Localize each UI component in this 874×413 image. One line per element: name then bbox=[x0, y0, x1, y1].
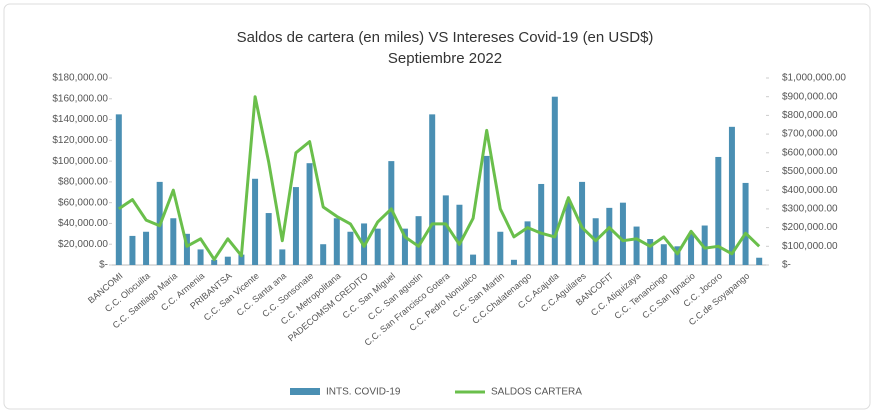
y-tick-label: $20,000.00 bbox=[58, 239, 108, 250]
bar bbox=[415, 216, 422, 265]
y-tick-label: $- bbox=[99, 260, 108, 271]
bar bbox=[701, 225, 708, 265]
y-tick-label: $120,000.00 bbox=[52, 135, 108, 146]
y2-tick-label: $200,000.00 bbox=[782, 222, 838, 233]
chart-frame bbox=[3, 3, 871, 410]
chart-title: Saldos de cartera (en miles) VS Interese… bbox=[237, 29, 654, 46]
bar bbox=[606, 207, 613, 265]
bar bbox=[647, 239, 654, 265]
bar bbox=[442, 195, 449, 265]
bar bbox=[388, 161, 395, 265]
bar bbox=[170, 218, 177, 265]
bar bbox=[483, 155, 490, 265]
y2-tick-label: $1,000,000.00 bbox=[782, 73, 846, 84]
y2-tick-label: $800,000.00 bbox=[782, 110, 838, 121]
y2-tick-label: $100,000.00 bbox=[782, 241, 838, 252]
legend-label: INTS. COVID-19 bbox=[326, 387, 401, 398]
bar bbox=[742, 182, 749, 265]
bar bbox=[688, 233, 695, 265]
bar bbox=[565, 200, 572, 265]
bar bbox=[197, 249, 204, 265]
bar bbox=[633, 226, 640, 265]
legend-label: SALDOS CARTERA bbox=[491, 387, 582, 398]
bar bbox=[143, 231, 150, 265]
y2-tick-label: $500,000.00 bbox=[782, 166, 838, 177]
legend-swatch bbox=[290, 388, 320, 395]
bar bbox=[238, 254, 245, 265]
bar bbox=[551, 96, 558, 265]
bar bbox=[183, 233, 190, 265]
bar bbox=[320, 244, 327, 265]
bar bbox=[524, 221, 531, 265]
bar bbox=[252, 178, 259, 265]
bar bbox=[374, 228, 381, 265]
bar bbox=[211, 259, 218, 265]
bar bbox=[333, 218, 340, 265]
bar bbox=[756, 257, 763, 265]
bar bbox=[538, 183, 545, 265]
bar bbox=[401, 228, 408, 265]
line bbox=[117, 95, 761, 261]
chart-subtitle: Septiembre 2022 bbox=[388, 50, 502, 67]
bar bbox=[115, 114, 122, 265]
bar bbox=[292, 187, 299, 265]
bar bbox=[674, 246, 681, 265]
y-tick-label: $140,000.00 bbox=[52, 114, 108, 125]
y-tick-label: $160,000.00 bbox=[52, 93, 108, 104]
bar bbox=[429, 114, 436, 265]
y-tick-label: $60,000.00 bbox=[58, 197, 108, 208]
y-tick-label: $40,000.00 bbox=[58, 218, 108, 229]
y-tick-label: $100,000.00 bbox=[52, 156, 108, 167]
y-tick-label: $80,000.00 bbox=[58, 177, 108, 188]
bar bbox=[660, 244, 667, 265]
bar bbox=[279, 249, 286, 265]
bar bbox=[306, 163, 313, 265]
bar bbox=[497, 231, 504, 265]
bar bbox=[619, 202, 626, 265]
y2-tick-label: $300,000.00 bbox=[782, 204, 838, 215]
bar bbox=[224, 256, 231, 265]
bar bbox=[129, 235, 136, 265]
bar bbox=[456, 204, 463, 265]
y-tick-label: $180,000.00 bbox=[52, 73, 108, 84]
bar bbox=[579, 181, 586, 265]
bar bbox=[728, 126, 735, 265]
bar bbox=[347, 231, 354, 265]
y2-tick-label: $600,000.00 bbox=[782, 147, 838, 158]
y2-tick-label: $900,000.00 bbox=[782, 91, 838, 102]
y2-tick-label: $700,000.00 bbox=[782, 129, 838, 140]
bar bbox=[510, 259, 517, 265]
y2-tick-label: $- bbox=[782, 260, 791, 271]
bar bbox=[715, 156, 722, 265]
y2-tick-label: $400,000.00 bbox=[782, 185, 838, 196]
bar bbox=[470, 254, 477, 265]
bar bbox=[265, 213, 272, 265]
